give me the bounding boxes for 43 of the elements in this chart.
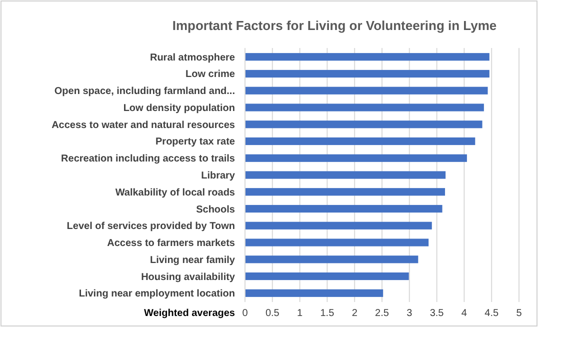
x-tick-label: 1.5	[320, 308, 335, 319]
bar	[245, 171, 446, 179]
bar	[245, 53, 490, 61]
y-tick-label: Access to water and natural resources	[52, 120, 236, 131]
bar	[245, 256, 418, 264]
bar	[245, 154, 467, 162]
bar	[245, 104, 484, 112]
x-tick-label: 3	[406, 308, 413, 319]
x-tick-label: 5	[516, 308, 522, 319]
x-tick-label: 4	[461, 308, 468, 319]
x-tick-label: 3.5	[430, 308, 444, 319]
y-tick-label: Property tax rate	[156, 136, 236, 148]
x-tick-label: 4.5	[484, 308, 499, 319]
bar	[245, 188, 446, 196]
y-tick-label: Level of services provided by Town	[66, 221, 235, 232]
y-tick-label: Access to farmers markets	[107, 238, 236, 250]
x-axis-title: Weighted averages	[144, 308, 236, 319]
bar	[245, 86, 488, 94]
bar	[245, 238, 429, 246]
y-tick-label: Living near family	[150, 254, 236, 266]
y-tick-label: Recreation including access to trails	[61, 154, 236, 165]
bar	[245, 120, 482, 128]
y-tick-label: Low density population	[123, 102, 235, 114]
y-tick-label: Walkability of local roads	[115, 187, 236, 198]
bar	[245, 222, 432, 230]
x-tick-label: 0	[242, 308, 248, 319]
x-tick-label: 2	[352, 308, 358, 319]
y-tick-label: Open space, including farmland and...	[54, 86, 236, 98]
y-tick-label: Library	[201, 170, 236, 182]
y-tick-label: Housing availability	[141, 272, 236, 283]
bar	[245, 272, 409, 280]
bar	[245, 70, 490, 78]
x-tick-label: 2.5	[375, 308, 390, 319]
x-tick-label: 0.5	[265, 308, 280, 319]
chart-title: Important Factors for Living or Volunteering in Lyme	[172, 18, 497, 33]
bar	[245, 289, 384, 297]
bar	[245, 204, 442, 213]
y-tick-label: Schools	[196, 204, 236, 216]
bar	[245, 137, 476, 146]
y-tick-label: Living near employment location	[78, 288, 235, 300]
y-tick-label: Low crime	[186, 69, 236, 80]
x-tick-label: 1	[297, 308, 304, 319]
y-tick-label: Rural atmosphere	[150, 52, 236, 64]
